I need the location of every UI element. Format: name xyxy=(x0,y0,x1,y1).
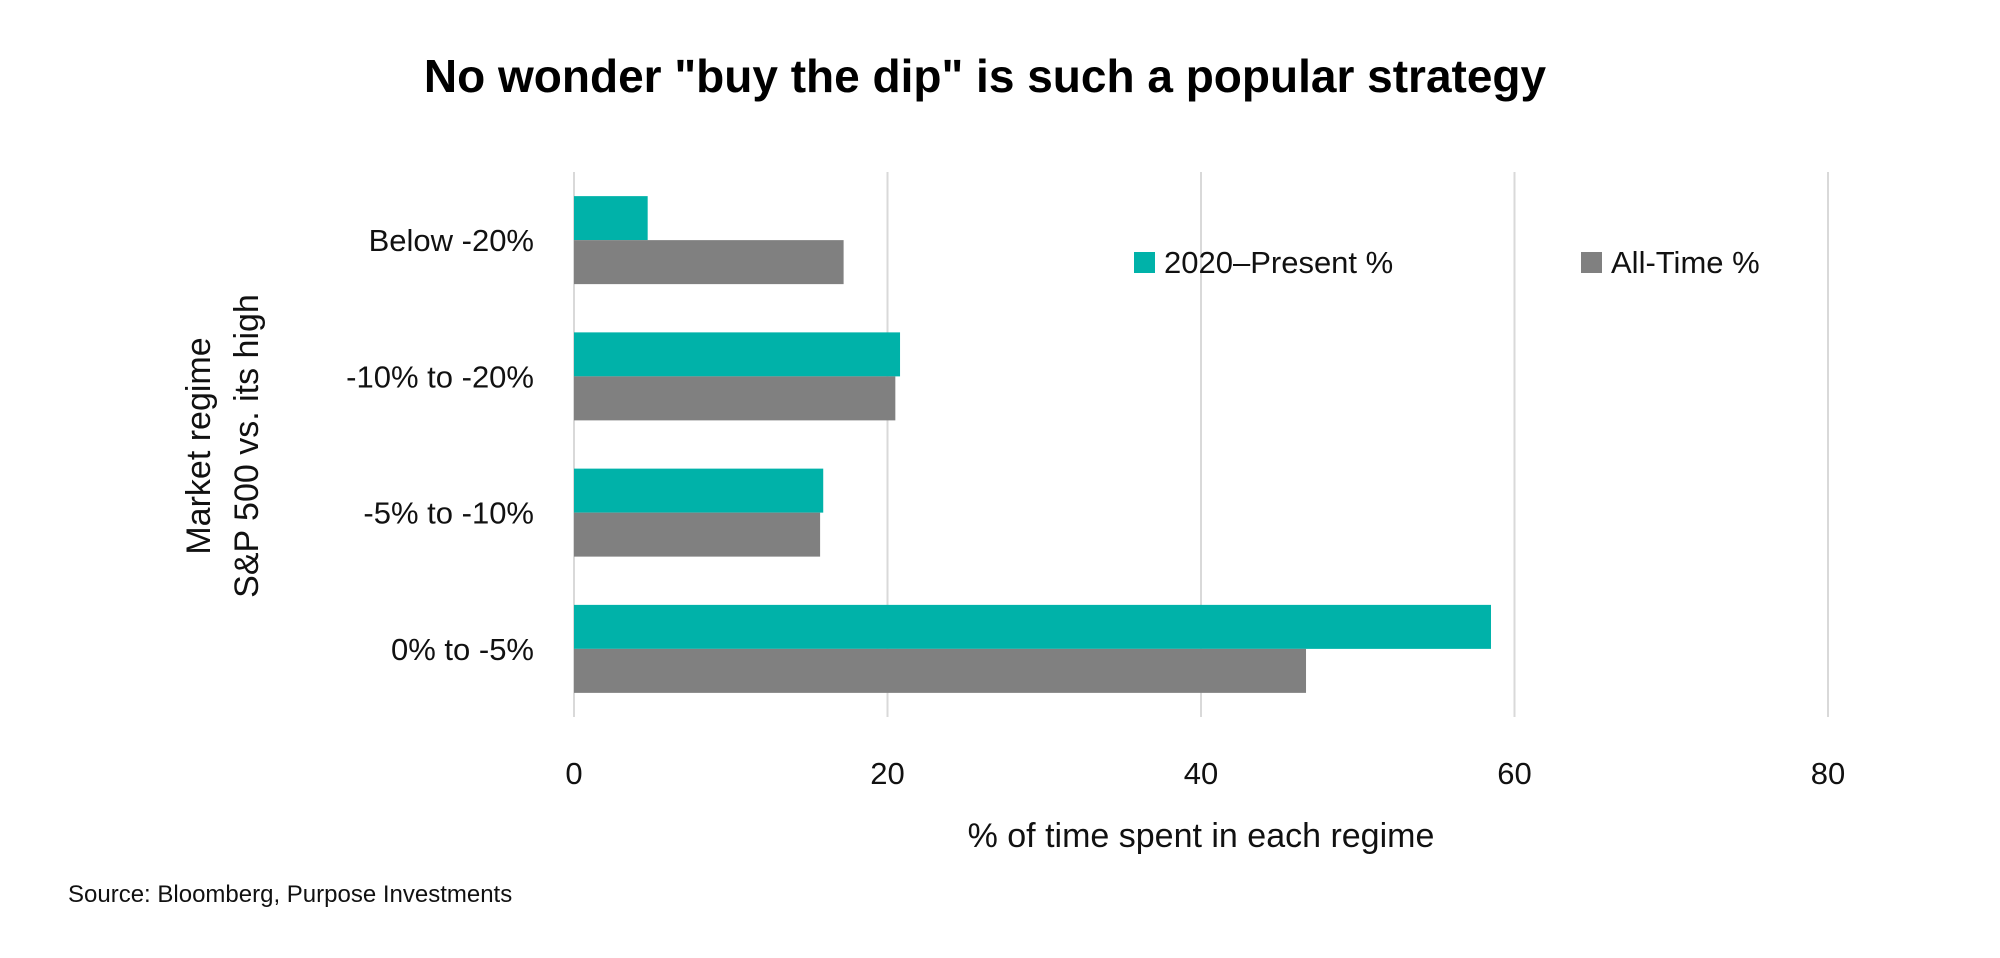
category-label: -10% to -20% xyxy=(346,359,534,394)
category-label: -5% to -10% xyxy=(363,496,534,531)
legend-label: All-Time % xyxy=(1611,245,1760,280)
x-tick-label: 20 xyxy=(870,756,904,791)
source-note: Source: Bloomberg, Purpose Investments xyxy=(68,881,512,908)
bar-all-time xyxy=(574,648,1307,693)
bar-2020-present xyxy=(574,332,901,377)
bar-all-time xyxy=(574,512,821,557)
legend: 2020–Present % All-Time % xyxy=(1134,245,1760,280)
x-tick-label: 0 xyxy=(565,756,582,791)
chart-title: No wonder "buy the dip" is such a popula… xyxy=(424,50,1547,102)
y-axis-label-line2: S&P 500 vs. its high xyxy=(228,294,266,598)
x-tick-label: 80 xyxy=(1811,756,1845,791)
y-axis-label-line1: Market regime xyxy=(180,337,218,554)
legend-swatch xyxy=(1581,252,1602,273)
category-label: Below -20% xyxy=(369,223,534,258)
category-label: 0% to -5% xyxy=(391,632,534,667)
bar-2020-present xyxy=(574,604,1491,649)
x-tick-label: 60 xyxy=(1497,756,1531,791)
bar-2020-present xyxy=(574,468,824,513)
legend-swatch xyxy=(1134,252,1155,273)
x-tick-labels: 0 20 40 60 80 xyxy=(565,756,1845,791)
y-axis-label: Market regime S&P 500 vs. its high xyxy=(180,294,266,598)
category-labels: Below -20% -10% to -20% -5% to -10% 0% to -… xyxy=(346,223,534,667)
x-axis-label: % of time spent in each regime xyxy=(968,817,1435,855)
bar-2020-present xyxy=(574,196,648,241)
bar-all-time xyxy=(574,240,844,285)
bar-all-time xyxy=(574,376,896,421)
x-tick-label: 40 xyxy=(1184,756,1218,791)
bars xyxy=(574,196,1491,693)
legend-label: 2020–Present % xyxy=(1164,245,1393,280)
